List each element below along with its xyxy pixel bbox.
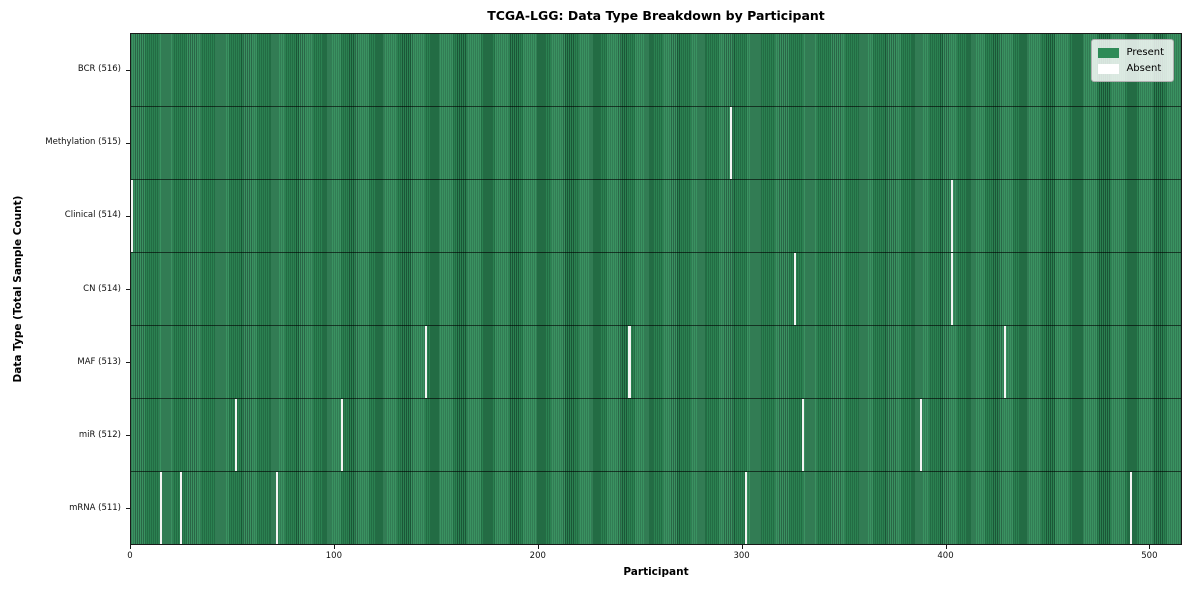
absent-marker [744, 472, 747, 544]
x-tick-mark [945, 545, 947, 549]
x-tick-mark [130, 545, 131, 549]
heatmap-row-cn-514 [131, 253, 1181, 326]
heatmap-row-clinical-514 [131, 180, 1181, 253]
y-tick-label: CN (514) [83, 283, 121, 294]
absent-marker [340, 399, 344, 471]
absent-marker [131, 180, 134, 252]
legend-entry-absent: Absent [1098, 61, 1164, 76]
heatmap-rows [131, 34, 1181, 544]
y-tick-mark [126, 143, 130, 144]
y-tick-label: Methylation (515) [45, 137, 121, 148]
y-tick-mark [126, 70, 130, 71]
absent-marker [793, 253, 796, 325]
plot-area: Present Absent [130, 33, 1182, 545]
x-tick-label: 300 [733, 551, 750, 561]
x-tick-label: 100 [325, 551, 342, 561]
absent-marker [730, 107, 733, 179]
y-tick-mark [126, 216, 130, 217]
heatmap-row-maf-513 [131, 326, 1181, 399]
y-tick-mark [126, 508, 130, 509]
absent-marker [179, 472, 183, 544]
y-tick-mark [126, 289, 130, 290]
absent-marker [234, 399, 238, 471]
absent-marker [950, 253, 953, 325]
x-tick-mark [1149, 545, 1151, 549]
x-tick-mark [537, 545, 539, 549]
x-tick-label: 200 [529, 551, 546, 561]
absent-marker [920, 399, 923, 471]
absent-marker [1129, 472, 1133, 544]
absent-marker [275, 472, 278, 544]
y-tick-label: MAF (513) [77, 356, 121, 367]
legend-present-swatch [1098, 47, 1120, 58]
absent-marker [950, 180, 953, 252]
legend-entry-present: Present [1098, 45, 1164, 60]
y-tick-label: Clinical (514) [64, 210, 121, 221]
x-tick-label: 500 [1141, 551, 1158, 561]
legend-absent-label: Absent [1126, 63, 1162, 74]
chart-title: TCGA-LGG: Data Type Breakdown by Partici… [487, 8, 825, 23]
absent-marker [801, 399, 804, 471]
y-tick-label: mRNA (511) [69, 502, 121, 513]
legend-present-label: Present [1126, 47, 1164, 58]
heatmap-row-mrna-511 [131, 472, 1181, 544]
x-tick-mark [741, 545, 743, 549]
y-tick-mark [126, 362, 130, 363]
heatmap-row-mir-512 [131, 399, 1181, 472]
x-tick-label: 400 [937, 551, 954, 561]
y-tick-label: miR (512) [78, 429, 121, 440]
absent-marker [1003, 326, 1006, 398]
legend: Present Absent [1091, 39, 1174, 82]
heatmap-row-bcr-516 [131, 34, 1181, 107]
heatmap-row-methylation-515 [131, 107, 1181, 180]
y-tick-mark [126, 435, 130, 436]
absent-marker [159, 472, 162, 544]
absent-marker [424, 326, 427, 398]
y-tick-label: BCR (516) [77, 64, 121, 75]
x-axis-label: Participant [623, 566, 689, 578]
legend-absent-swatch [1098, 63, 1120, 74]
x-tick-mark [333, 545, 335, 549]
x-tick-label: 0 [127, 551, 133, 561]
absent-marker [628, 326, 631, 398]
